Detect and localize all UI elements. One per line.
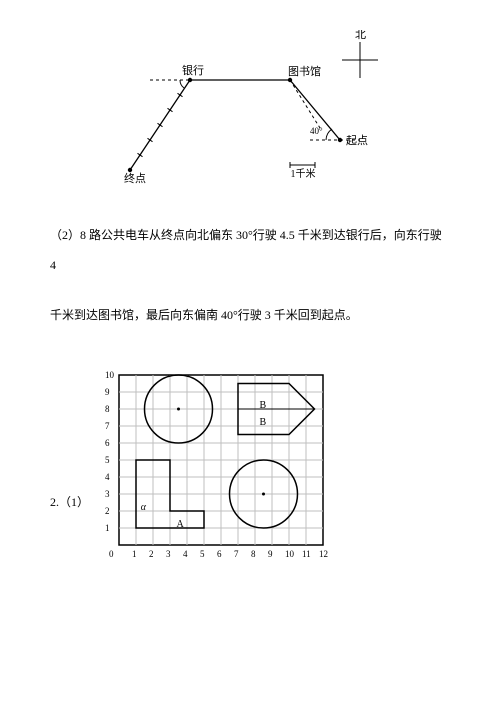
svg-text:5: 5 <box>105 455 110 465</box>
svg-text:2: 2 <box>149 549 154 559</box>
svg-text:4: 4 <box>105 472 110 482</box>
svg-text:起点: 起点 <box>346 134 368 147</box>
svg-text:11: 11 <box>302 549 311 559</box>
svg-text:6: 6 <box>217 549 222 559</box>
svg-text:10: 10 <box>105 370 115 380</box>
svg-text:12: 12 <box>319 549 328 559</box>
svg-text:北: 北 <box>355 30 366 41</box>
svg-text:3: 3 <box>105 489 110 499</box>
svg-text:5: 5 <box>200 549 205 559</box>
svg-text:10: 10 <box>285 549 295 559</box>
svg-text:A: A <box>177 519 185 530</box>
svg-text:银行: 银行 <box>182 63 204 77</box>
svg-text:9: 9 <box>105 387 110 397</box>
svg-text:图书馆: 图书馆 <box>288 64 321 78</box>
svg-text:4: 4 <box>183 549 188 559</box>
svg-text:8: 8 <box>105 404 110 414</box>
svg-text:2: 2 <box>105 506 110 516</box>
q1-line1: （2）8 路公共电车从终点向北偏东 30°行驶 4.5 千米到达银行后，向东行驶… <box>50 220 450 280</box>
svg-text:6: 6 <box>105 438 110 448</box>
svg-text:7: 7 <box>234 549 239 559</box>
q1-line2: 千米到达图书馆，最后向东偏南 40°行驶 3 千米回到起点。 <box>50 300 450 330</box>
svg-text:1: 1 <box>105 523 110 533</box>
q2-label: 2.（1） <box>50 493 89 510</box>
grid-diagram: 123456789101112123456789100BBαA <box>97 350 337 560</box>
svg-text:B: B <box>260 417 267 428</box>
svg-text:0: 0 <box>109 549 114 559</box>
svg-text:B: B <box>260 400 267 411</box>
svg-text:α: α <box>141 502 147 513</box>
svg-text:9: 9 <box>268 549 273 559</box>
svg-text:40°: 40° <box>310 126 323 136</box>
svg-text:终点: 终点 <box>124 171 146 185</box>
svg-text:3: 3 <box>166 549 171 559</box>
q2-row: 2.（1） 123456789101112123456789100BBαA <box>50 350 450 560</box>
svg-text:1千米: 1千米 <box>291 167 316 180</box>
svg-text:8: 8 <box>251 549 256 559</box>
svg-text:1: 1 <box>132 549 137 559</box>
svg-text:7: 7 <box>105 421 110 431</box>
route-diagram: 北 40° 银行 图书馆起点终点 1千米 <box>100 30 400 190</box>
route-diagram-container: 北 40° 银行 图书馆起点终点 1千米 <box>50 30 450 190</box>
